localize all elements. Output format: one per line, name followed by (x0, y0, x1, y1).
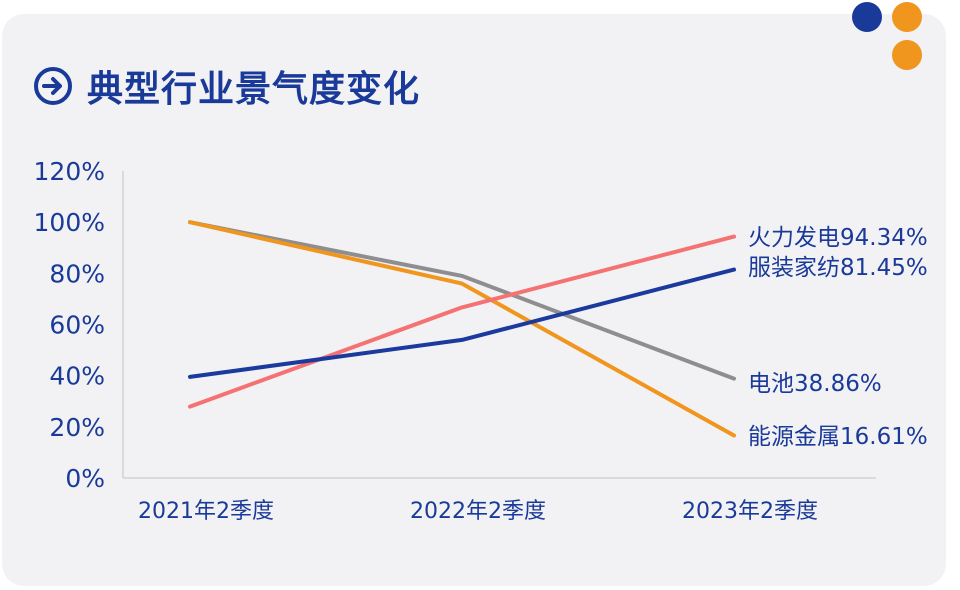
x-tick-label: 2023年2季度 (682, 499, 818, 524)
title-block: 典型行业景气度变化 (33, 64, 420, 110)
y-tick-label: 80% (49, 259, 105, 288)
decor-dot-orange-top (892, 2, 922, 32)
y-tick-label: 60% (49, 311, 105, 340)
x-tick-label: 2022年2季度 (410, 499, 546, 524)
decor-dot-orange-bottom (892, 40, 922, 70)
y-tick-label: 0% (65, 464, 105, 493)
arrow-right-circle-icon (34, 67, 72, 105)
series-end-label: 电池38.86% (748, 371, 882, 397)
chart-card (2, 14, 946, 586)
y-tick-label: 120% (34, 157, 105, 186)
page-title: 典型行业景气度变化 (87, 69, 421, 110)
series-line-0 (188, 234, 736, 409)
x-tick-label: 2021年2季度 (138, 499, 274, 524)
y-tick-label: 40% (49, 362, 105, 391)
series-line-3 (188, 220, 736, 438)
y-tick-label: 20% (49, 413, 105, 442)
decor-dot-blue (852, 2, 882, 32)
y-tick-label: 100% (34, 208, 105, 237)
series-line-1 (188, 267, 736, 379)
series-end-label: 火力发电94.34% (748, 225, 928, 251)
series-line-2 (188, 220, 736, 381)
series-end-label: 服装家纺81.45% (748, 255, 928, 281)
series-end-label: 能源金属16.61% (748, 424, 928, 450)
